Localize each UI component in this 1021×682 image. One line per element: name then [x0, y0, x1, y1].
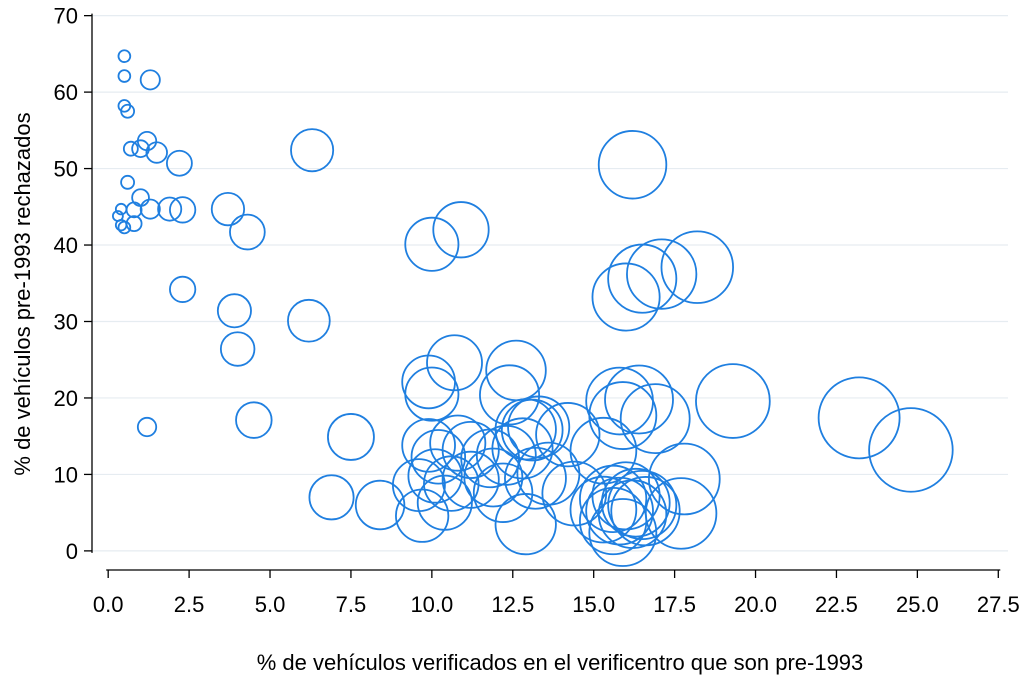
x-axis-ticks: 0.0 2.5 5.0 7.5 10.0 12.5 15.0 17.5 20.0 22.5 25.0…: [93, 570, 1020, 617]
x-tick-label: 20.0: [734, 592, 777, 617]
x-tick-label: 25.0: [896, 592, 939, 617]
y-axis-ticks: 0 10 20 30 40 50 60 70: [54, 4, 92, 564]
y-tick-label: 30: [54, 309, 78, 334]
bubble-point: [648, 442, 721, 516]
bubble-point: [607, 470, 678, 541]
bubble-point: [308, 474, 355, 521]
x-tick-label: 2.5: [174, 592, 205, 617]
bubble-point: [695, 363, 771, 439]
bubble-point: [354, 479, 406, 531]
y-tick-label: 20: [54, 386, 78, 411]
y-axis-title: % de vehículos pre-1993 rechazados: [10, 112, 35, 475]
grid-lines: [92, 15, 1008, 552]
y-tick-label: 0: [66, 539, 78, 564]
bubble-point: [585, 366, 654, 436]
bubble-point: [139, 69, 161, 91]
bubbles: [111, 49, 954, 567]
bubble-point: [145, 141, 168, 164]
bubble-point: [569, 475, 638, 544]
bubble-point: [407, 448, 463, 504]
y-tick-label: 10: [54, 462, 78, 487]
bubble-point: [235, 401, 273, 439]
x-axis-title: % de vehículos verificados en el verific…: [257, 650, 864, 675]
bubble-point: [290, 128, 335, 173]
bubble-point: [165, 149, 193, 177]
bubble-point: [120, 174, 136, 190]
x-tick-label: 17.5: [653, 592, 696, 617]
bubble-point: [463, 447, 524, 508]
bubble-point: [117, 220, 132, 235]
y-tick-label: 50: [54, 157, 78, 182]
bubble-point: [588, 498, 658, 567]
x-tick-label: 10.0: [410, 592, 453, 617]
bubble-point: [423, 455, 480, 512]
y-tick-label: 70: [54, 4, 78, 29]
x-tick-label: 27.5: [977, 592, 1020, 617]
x-tick-label: 22.5: [815, 592, 858, 617]
bubble-point: [410, 429, 467, 485]
y-tick-label: 60: [54, 80, 78, 105]
bubble-point: [122, 140, 139, 157]
bubble-point: [219, 331, 256, 367]
bubble-point: [591, 262, 661, 332]
x-tick-label: 0.0: [93, 592, 124, 617]
bubble-point: [395, 488, 450, 543]
bubble-point: [485, 339, 547, 402]
bubble-point: [287, 298, 331, 343]
bubble-point: [588, 381, 658, 450]
bubble-point: [569, 416, 638, 485]
bubble-point: [610, 476, 681, 547]
bubble-point: [131, 139, 150, 158]
bubble-point: [210, 191, 246, 227]
bubble-point: [120, 103, 136, 119]
bubble-point: [216, 293, 252, 329]
bubble-point: [868, 407, 954, 493]
bubble-point: [494, 493, 557, 556]
bubble-point: [535, 402, 601, 468]
bubble-point: [817, 376, 901, 460]
bubble-point: [660, 230, 734, 304]
bubble-point: [117, 49, 132, 63]
x-tick-label: 15.0: [572, 592, 615, 617]
bubble-point: [404, 366, 460, 422]
bubble-point: [136, 416, 158, 438]
bubble-point: [600, 467, 671, 538]
bubble-point: [169, 275, 197, 303]
bubble-point: [441, 450, 500, 509]
bubble-point: [401, 354, 456, 410]
bubble-point: [125, 215, 143, 233]
bubble-point: [327, 413, 375, 461]
bubble-point: [597, 130, 668, 200]
bubble-point: [229, 213, 266, 251]
bubble-point: [585, 476, 654, 546]
bubble-point: [479, 364, 541, 426]
bubble-point: [597, 479, 668, 549]
bubble-point: [429, 414, 487, 472]
bubble-point: [472, 462, 534, 523]
bubble-point: [125, 201, 143, 219]
bubble-point: [619, 383, 691, 455]
bubble-point: [404, 216, 460, 272]
bubble-point: [604, 364, 674, 435]
x-tick-label: 12.5: [491, 592, 534, 617]
y-tick-label: 40: [54, 233, 78, 258]
bubble-point: [507, 395, 571, 459]
bubble-point: [157, 196, 183, 222]
bubble-point: [131, 188, 150, 207]
bubble-point: [626, 238, 698, 310]
bubble-point: [117, 69, 132, 83]
axes: 0 10 20 30 40 50 60 70 0.0 2.5 5.0 7.5 10.0 12.5 15.0…: [54, 4, 1020, 617]
bubble-point: [432, 201, 490, 259]
bubble-point: [500, 398, 564, 462]
x-tick-label: 5.0: [255, 592, 286, 617]
x-tick-label: 7.5: [336, 592, 367, 617]
bubble-point: [644, 477, 718, 550]
bubble-point: [504, 446, 567, 510]
bubble-point: [139, 198, 161, 220]
bubble-point: [401, 418, 456, 473]
bubble-point: [169, 196, 197, 224]
